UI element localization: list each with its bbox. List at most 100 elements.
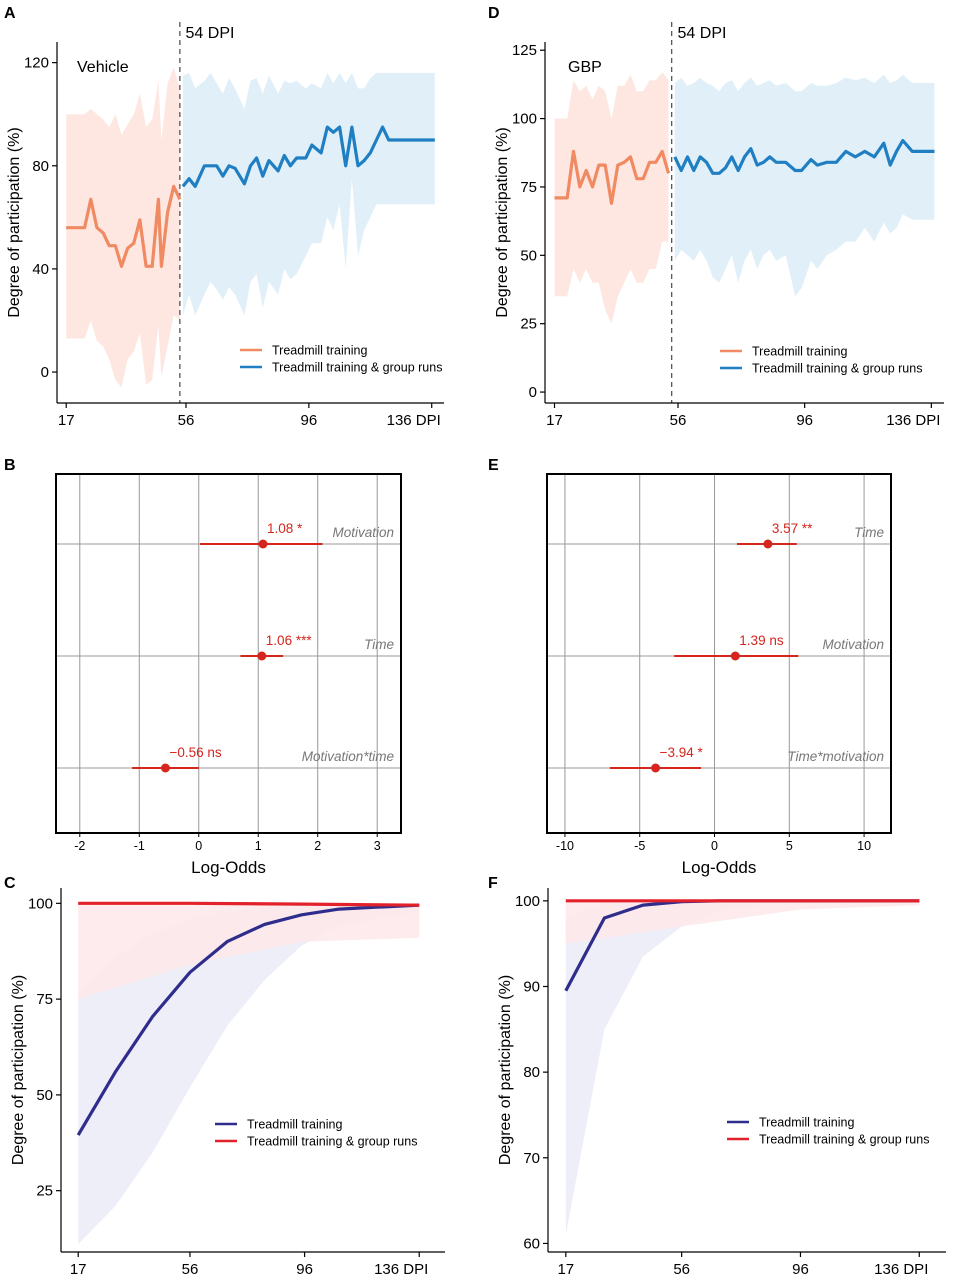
panel-f-chart: 60 70 80 90 100 17 56 96 136 DPI Degree of partic… xyxy=(497,888,946,1278)
f-ytick-label: 80 xyxy=(523,1064,540,1081)
c-y-axis-title: Degree of participation (%) xyxy=(10,975,27,1165)
a-panel-title: Vehicle xyxy=(77,59,129,76)
c-ytick-label: 100 xyxy=(28,895,53,912)
e-estimate-point-1 xyxy=(763,539,773,549)
a-ytick-label: 80 xyxy=(32,158,49,175)
d-legend-label-1: Treadmill training xyxy=(752,345,847,359)
a-confidence-band-1 xyxy=(66,67,180,388)
b-estimate-label-1: 1.08 * xyxy=(267,521,303,536)
e-xtick-label: 5 xyxy=(786,839,793,853)
panel-letter-f: F xyxy=(488,875,498,892)
b-xtick-label: -1 xyxy=(134,839,145,853)
b-estimate-point-1 xyxy=(258,539,268,549)
d-xtick-label: 56 xyxy=(670,412,687,429)
c-confidence-band-2 xyxy=(78,903,420,1000)
e-estimate-label-1: 3.57 ** xyxy=(772,521,813,536)
e-term-label-3: Time*motivation xyxy=(787,749,884,764)
c-series-line-1 xyxy=(76,903,420,1136)
b-term-label-3: Motivation*time xyxy=(302,749,394,764)
e-term-label-1: Time xyxy=(854,525,884,540)
panel-letter-d: D xyxy=(488,5,500,22)
a-xtick-label: 96 xyxy=(301,412,318,429)
d-confidence-band-2 xyxy=(674,74,935,297)
a-legend-label-1: Treadmill training xyxy=(272,344,367,358)
b-estimate-point-3 xyxy=(160,763,170,773)
b-xtick-label: -2 xyxy=(74,839,85,853)
a-ytick-label: 120 xyxy=(24,55,49,72)
b-xtick-label: 1 xyxy=(255,839,262,853)
d-xtick-label: 136 DPI xyxy=(886,412,940,429)
e-estimate-point-3 xyxy=(651,763,661,773)
d-legend-label-2: Treadmill training & group runs xyxy=(752,362,922,376)
d-ytick-label: 50 xyxy=(520,247,537,264)
e-estimate-label-3: −3.94 * xyxy=(660,745,704,760)
a-ytick-label: 40 xyxy=(32,261,49,278)
panel-c-chart: 25 50 75 100 17 56 96 136 DPI Degree of particip… xyxy=(10,888,445,1278)
c-ytick-label: 50 xyxy=(36,1087,53,1104)
a-series-line-1 xyxy=(66,184,182,268)
f-ytick-label: 70 xyxy=(523,1150,540,1167)
b-plot-frame xyxy=(55,473,402,834)
c-series-line-2 xyxy=(78,901,420,907)
f-xtick-label: 17 xyxy=(557,1261,574,1278)
d-panel-title: GBP xyxy=(568,59,602,76)
panel-letter-b: B xyxy=(4,457,16,474)
e-term-label-2: Motivation xyxy=(822,637,884,652)
d-ytick-label: 75 xyxy=(520,179,537,196)
a-xtick-label: 56 xyxy=(178,412,195,429)
f-legend-label-2: Treadmill training & group runs xyxy=(759,1133,929,1147)
panel-e-forest: 3.57 ** Time 1.39 ns Motivation −3.94 * Time*… xyxy=(546,473,892,877)
b-xtick-label: 2 xyxy=(314,839,321,853)
f-confidence-band-2 xyxy=(565,900,920,944)
f-xtick-label: 96 xyxy=(792,1261,809,1278)
d-ytick-label: 25 xyxy=(520,316,537,333)
b-estimate-label-3: −0.56 ns xyxy=(169,745,221,760)
c-xtick-label: 56 xyxy=(182,1261,199,1278)
e-estimate-label-2: 1.39 ns xyxy=(739,633,784,648)
f-confidence-band-1 xyxy=(565,900,920,1235)
f-xtick-label: 56 xyxy=(673,1261,690,1278)
d-series-line-1 xyxy=(554,149,671,205)
panel-letter-c: C xyxy=(4,875,16,892)
a-y-axis-title: Degree of participation (%) xyxy=(6,127,23,317)
panel-a-chart: 54 DPI 0 40 80 120 17 56 96 136 DPI Degree of par… xyxy=(6,22,444,429)
e-xtick-label: 10 xyxy=(857,839,871,853)
d-xtick-label: 96 xyxy=(796,412,813,429)
a-xtick-label: 136 DPI xyxy=(387,412,441,429)
e-xtick-label: 0 xyxy=(711,839,718,853)
f-y-axis-title: Degree of participation (%) xyxy=(497,975,514,1165)
b-x-axis-title: Log-Odds xyxy=(191,858,266,877)
d-vline-label: 54 DPI xyxy=(678,25,727,42)
d-ytick-label: 0 xyxy=(529,384,537,401)
c-confidence-band-1 xyxy=(78,903,420,1245)
e-xtick-label: -10 xyxy=(556,839,574,853)
a-vline-label: 54 DPI xyxy=(186,25,235,42)
e-estimate-point-2 xyxy=(730,651,740,661)
a-confidence-band-2 xyxy=(182,72,435,316)
b-xtick-label: 0 xyxy=(195,839,202,853)
e-x-axis-title: Log-Odds xyxy=(682,858,757,877)
c-xtick-label: 136 DPI xyxy=(374,1261,428,1278)
d-ytick-label: 100 xyxy=(512,111,537,128)
panel-letter-a: A xyxy=(4,5,16,22)
d-xtick-label: 17 xyxy=(546,412,563,429)
b-estimate-point-2 xyxy=(257,651,267,661)
c-ytick-label: 75 xyxy=(36,991,53,1008)
d-series-line-2 xyxy=(673,138,935,175)
a-xtick-label: 17 xyxy=(58,412,75,429)
panel-b-forest: 1.08 * Motivation 1.06 *** Time −0.56 ns Moti… xyxy=(55,473,402,877)
c-xtick-label: 17 xyxy=(70,1261,87,1278)
f-xtick-label: 136 DPI xyxy=(874,1261,928,1278)
f-ytick-label: 90 xyxy=(523,978,540,995)
f-legend-label-1: Treadmill training xyxy=(759,1116,854,1130)
c-xtick-label: 96 xyxy=(296,1261,313,1278)
d-ytick-label: 125 xyxy=(512,42,537,59)
a-series-line-2 xyxy=(181,125,435,188)
c-ytick-label: 25 xyxy=(36,1183,53,1200)
panel-letter-e: E xyxy=(488,457,499,474)
c-legend-label-1: Treadmill training xyxy=(247,1118,342,1132)
d-y-axis-title: Degree of participation (%) xyxy=(494,127,511,317)
f-ytick-label: 60 xyxy=(523,1235,540,1252)
a-legend-label-2: Treadmill training & group runs xyxy=(272,361,442,375)
